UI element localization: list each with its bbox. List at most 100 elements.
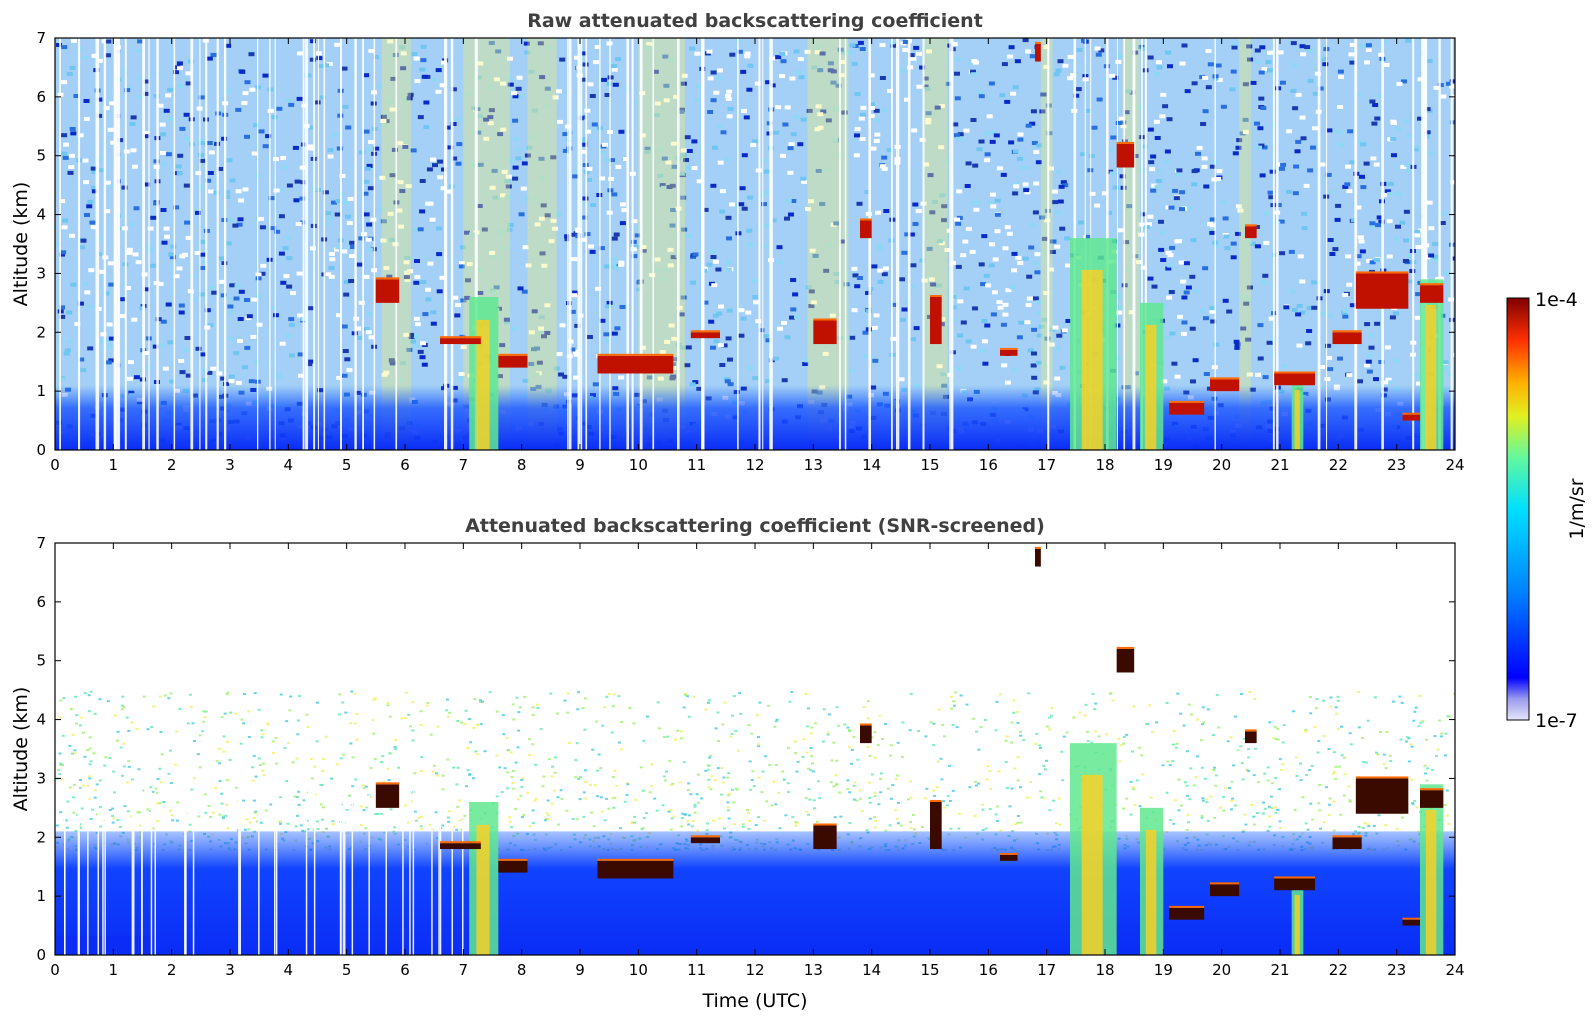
noise-speck (988, 81, 995, 86)
noise-speck (455, 161, 462, 166)
noise-speck (614, 326, 621, 331)
noise-speck (1011, 251, 1018, 256)
noise-speck (529, 135, 536, 140)
cloud-edge (1332, 835, 1362, 838)
noise-speck (808, 199, 814, 204)
noise-speck (1312, 126, 1319, 131)
screened-speck (420, 827, 424, 830)
noise-speck (990, 312, 997, 317)
screened-speck (512, 718, 516, 721)
screened-speck (899, 824, 903, 827)
noise-speck (1147, 55, 1154, 60)
noise-speck (61, 151, 68, 156)
noise-speck (276, 375, 283, 379)
noise-speck (169, 255, 176, 260)
noise-speck (277, 188, 284, 193)
noise-speck (871, 325, 878, 330)
noise-speck (164, 234, 170, 239)
screened-speck (481, 700, 484, 703)
x-tick-label: 17 (1037, 961, 1056, 979)
screened-speck (539, 728, 543, 731)
screened-speck (807, 767, 810, 770)
screened-speck (411, 739, 415, 742)
noise-speck (66, 339, 73, 344)
dropout-line (133, 790, 135, 955)
noise-speck (88, 304, 94, 309)
noise-speck (964, 184, 971, 188)
screened-speck (995, 820, 999, 822)
noise-speck (639, 345, 646, 350)
screened-speck (127, 765, 131, 768)
noise-speck (1040, 92, 1047, 97)
noise-speck (1004, 99, 1011, 104)
screened-speck (801, 755, 805, 758)
screened-speck (693, 803, 697, 806)
noise-speck (1207, 62, 1214, 67)
noise-speck (512, 118, 519, 123)
noise-speck (1181, 295, 1188, 300)
screened-speck (979, 725, 983, 728)
noise-speck (780, 59, 787, 64)
noise-speck (721, 343, 728, 348)
noise-speck (131, 317, 138, 322)
noise-speck (124, 88, 131, 93)
noise-speck (228, 374, 235, 379)
screened-speck (1266, 829, 1270, 832)
noise-speck (1428, 253, 1435, 258)
screened-speck (617, 695, 621, 698)
noise-speck (1183, 261, 1190, 266)
cloud-layer (860, 220, 872, 239)
screened-speck (781, 770, 785, 773)
noise-speck (343, 292, 350, 297)
screened-speck (884, 723, 888, 725)
x-tick-label: 19 (1154, 961, 1173, 979)
noise-speck (939, 317, 946, 322)
noise-speck (1032, 261, 1039, 265)
screened-speck (1274, 777, 1278, 780)
noise-speck (1350, 218, 1357, 223)
screened-speck (658, 727, 661, 730)
dropout-line (78, 38, 81, 450)
screened-speck (257, 757, 261, 760)
screened-speck (579, 776, 583, 779)
noise-speck (1326, 128, 1333, 133)
noise-speck (349, 240, 356, 245)
screened-speck (1202, 721, 1206, 724)
noise-speck (848, 368, 855, 373)
screened-speck (615, 784, 619, 787)
noise-speck (1357, 379, 1363, 384)
dropout-line (922, 38, 925, 450)
noise-speck (1366, 369, 1373, 374)
noise-speck (1428, 151, 1435, 156)
screened-speck (446, 758, 450, 761)
screened-speck (1118, 760, 1122, 763)
screened-speck (218, 762, 222, 765)
screened-speck (1373, 696, 1377, 699)
screened-speck (546, 799, 550, 802)
noise-speck (522, 378, 529, 383)
screened-speck (669, 809, 673, 812)
x-tick-label: 20 (1212, 961, 1231, 979)
noise-speck (1381, 40, 1388, 45)
screened-speck (456, 766, 460, 769)
noise-speck (363, 327, 370, 331)
noise-speck (327, 154, 334, 159)
noise-speck (1451, 256, 1455, 261)
noise-speck (144, 244, 151, 249)
dropout-line (585, 38, 588, 450)
screened-speck (419, 825, 423, 828)
noise-speck (970, 344, 977, 349)
screened-speck (1016, 821, 1020, 824)
noise-speck (331, 200, 337, 205)
dropout-line (103, 38, 107, 450)
noise-speck (1200, 122, 1207, 126)
screened-speck (1337, 765, 1341, 768)
noise-speck (298, 373, 304, 378)
noise-speck (1024, 190, 1031, 195)
screened-speck (447, 820, 451, 823)
noise-speck (286, 183, 293, 188)
noise-speck (934, 105, 941, 110)
noise-speck (1115, 59, 1122, 64)
noise-speck (1161, 379, 1168, 384)
noise-speck (962, 239, 969, 244)
